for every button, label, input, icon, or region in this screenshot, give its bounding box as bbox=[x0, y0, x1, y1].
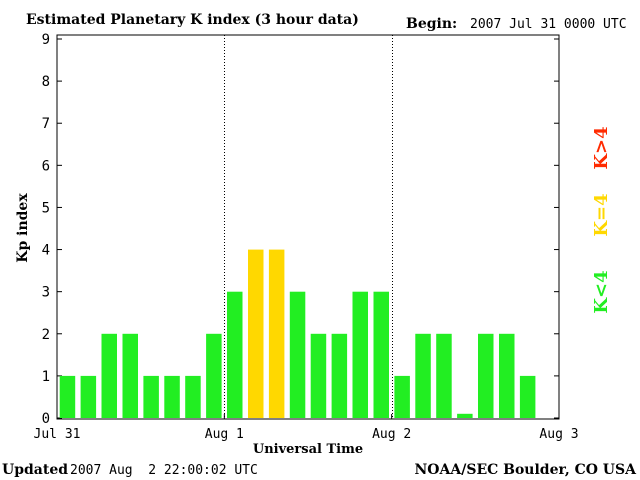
chart-title: Estimated Planetary K index (3 hour data… bbox=[26, 12, 359, 28]
kp-bar bbox=[59, 375, 76, 418]
x-tick-label: Aug 3 bbox=[539, 427, 578, 442]
y-tick-label: 7 bbox=[42, 116, 50, 132]
source-credit: NOAA/SEC Boulder, CO USA bbox=[415, 462, 638, 478]
kp-bar bbox=[101, 333, 117, 418]
kp-bar bbox=[206, 333, 222, 418]
begin-value: 2007 Jul 31 0000 UTC bbox=[470, 17, 627, 32]
kp-bar bbox=[143, 375, 159, 418]
kp-bar bbox=[122, 333, 138, 418]
kp-bar bbox=[373, 291, 389, 418]
x-tick-label: Jul 31 bbox=[34, 427, 81, 442]
y-tick-label: 3 bbox=[42, 285, 50, 301]
kp-bar bbox=[415, 333, 431, 418]
y-axis-label: Kp index bbox=[15, 193, 31, 263]
kp-bar bbox=[310, 333, 327, 418]
day-dividers bbox=[224, 35, 393, 419]
y-tick-label: 9 bbox=[42, 32, 50, 48]
kp-bar bbox=[394, 375, 410, 418]
y-tick-label: 6 bbox=[42, 158, 50, 174]
kp-bar bbox=[164, 375, 180, 418]
x-axis: Jul 31 Aug 1 Aug 2 Aug 3 bbox=[34, 414, 579, 442]
kp-bar bbox=[248, 249, 264, 418]
plot-area bbox=[56, 34, 560, 420]
begin-label: Begin: bbox=[406, 16, 457, 32]
bars-group bbox=[59, 249, 536, 418]
legend-item-high: K>4 bbox=[591, 126, 612, 169]
kp-bar bbox=[227, 291, 243, 418]
kp-bar bbox=[436, 333, 452, 418]
y-tick-label: 0 bbox=[42, 411, 50, 427]
kp-bar bbox=[185, 375, 201, 418]
kp-bar bbox=[478, 333, 494, 418]
y-tick-label: 1 bbox=[42, 369, 50, 385]
x-axis-label: Universal Time bbox=[253, 442, 363, 457]
x-tick-label: Aug 1 bbox=[205, 427, 244, 442]
kp-bar bbox=[457, 413, 473, 418]
legend-item-low: K<4 bbox=[591, 270, 612, 313]
kp-bar bbox=[519, 375, 536, 418]
updated-value: 2007 Aug 2 22:00:02 UTC bbox=[70, 463, 258, 478]
kp-bar bbox=[352, 291, 368, 418]
y-tick-label: 2 bbox=[42, 327, 50, 343]
updated-label: Updated bbox=[2, 462, 68, 478]
y-tick-label: 4 bbox=[42, 243, 50, 259]
kp-bar bbox=[289, 291, 306, 418]
kp-bar bbox=[268, 249, 285, 418]
kp-bar bbox=[331, 333, 348, 418]
kp-bar bbox=[80, 375, 97, 418]
y-tick-label: 8 bbox=[42, 74, 50, 90]
legend-item-equal: K=4 bbox=[591, 193, 612, 236]
x-tick-label: Aug 2 bbox=[372, 427, 411, 442]
y-axis: 0 1 2 3 4 5 6 7 8 9 bbox=[42, 32, 559, 427]
y-tick-label: 5 bbox=[42, 200, 50, 216]
kp-bar bbox=[499, 333, 515, 418]
